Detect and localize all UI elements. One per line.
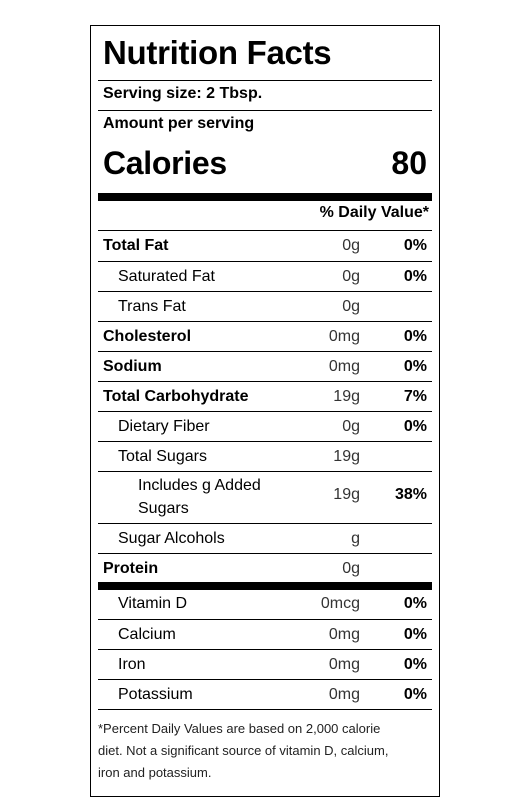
nutrient-amount: 0mg [328, 328, 360, 345]
nutrition-facts-label: Nutrition Facts Serving size: 2 Tbsp. Am… [90, 25, 440, 797]
divider [98, 261, 432, 262]
divider [98, 523, 432, 524]
nutrient-name: Cholesterol [103, 328, 192, 345]
daily-value-header: % Daily Value* [319, 204, 429, 221]
nutrient-amount: 0mg [328, 358, 360, 375]
nutrient-row-dietary-fiber: Dietary Fiber 0g 0% [98, 412, 432, 442]
nutrient-dv: 38% [394, 486, 427, 503]
nutrient-row-saturated-fat: Saturated Fat 0g 0% [98, 262, 432, 292]
divider [98, 381, 432, 382]
nutrient-dv: 0% [403, 237, 427, 254]
vitamin-dv: 0% [403, 686, 427, 703]
vitamin-name: Calcium [118, 626, 176, 643]
nutrient-name: Total Fat [103, 237, 169, 254]
divider [98, 679, 432, 680]
nutrient-row-sodium: Sodium 0mg 0% [98, 352, 432, 382]
divider [98, 321, 432, 322]
vitamin-dv: 0% [403, 656, 427, 673]
nutrient-amount: 19g [333, 486, 360, 503]
nutrient-row-total-sugars: Total Sugars 19g [98, 442, 432, 472]
vitamin-amount: 0mg [328, 656, 360, 673]
nutrient-name: Saturated Fat [118, 268, 215, 285]
thick-divider [98, 582, 432, 590]
vitamin-name: Iron [118, 656, 146, 673]
nutrient-amount: 19g [333, 388, 360, 405]
thick-divider [98, 193, 432, 201]
nutrient-amount: 0g [342, 298, 360, 315]
nutrient-row-cholesterol: Cholesterol 0mg 0% [98, 322, 432, 352]
vitamin-name: Vitamin D [118, 595, 188, 612]
nutrient-row-protein: Protein 0g [98, 554, 432, 584]
vitamin-row-calcium: Calcium 0mg 0% [98, 620, 432, 650]
serving-size: Serving size: 2 Tbsp. [103, 85, 263, 102]
nutrient-amount: 0g [342, 268, 360, 285]
nutrient-dv: 0% [403, 418, 427, 435]
nutrient-amount: 0g [342, 560, 360, 577]
divider [98, 351, 432, 352]
nutrient-amount: g [351, 530, 360, 547]
divider [98, 110, 432, 111]
calories-value: 80 [391, 145, 427, 181]
divider [98, 553, 432, 554]
nutrient-dv: 0% [403, 328, 427, 345]
nutrient-amount: 0g [342, 418, 360, 435]
nutrient-name: Includes g Added Sugars [138, 477, 261, 517]
calories-label: Calories [103, 145, 227, 181]
divider [98, 649, 432, 650]
vitamin-amount: 0mg [328, 686, 360, 703]
divider [98, 291, 432, 292]
nutrient-row-total-fat: Total Fat 0g 0% [98, 231, 432, 261]
nutrient-dv: 7% [403, 388, 427, 405]
vitamin-row-vitamin-d: Vitamin D 0mcg 0% [98, 589, 432, 619]
divider [98, 471, 432, 472]
footnote: *Percent Daily Values are based on 2,000… [98, 721, 389, 780]
divider [98, 441, 432, 442]
nutrient-row-sugar-alcohols: Sugar Alcohols g [98, 524, 432, 554]
vitamin-amount: 0mcg [320, 595, 360, 612]
divider [98, 619, 432, 620]
label-title: Nutrition Facts [103, 34, 332, 71]
vitamin-name: Potassium [118, 686, 193, 703]
vitamin-row-iron: Iron 0mg 0% [98, 650, 432, 680]
vitamin-row-potassium: Potassium 0mg 0% [98, 680, 432, 710]
nutrient-name: Sodium [103, 358, 162, 375]
nutrient-dv: 0% [403, 358, 427, 375]
vitamin-dv: 0% [403, 595, 427, 612]
nutrient-row-total-carbohydrate: Total Carbohydrate 19g 7% [98, 382, 432, 412]
vitamin-dv: 0% [403, 626, 427, 643]
nutrient-dv: 0% [403, 268, 427, 285]
vitamin-amount: 0mg [328, 626, 360, 643]
nutrient-amount: 19g [333, 448, 360, 465]
divider [98, 230, 432, 231]
nutrient-name: Total Sugars [118, 448, 207, 465]
amount-per-serving: Amount per serving [103, 115, 255, 132]
divider [98, 411, 432, 412]
divider [98, 709, 432, 710]
nutrient-name: Dietary Fiber [118, 418, 210, 435]
nutrient-amount: 0g [342, 237, 360, 254]
nutrient-name: Sugar Alcohols [118, 530, 225, 547]
nutrient-name: Protein [103, 560, 159, 577]
nutrient-name: Trans Fat [118, 298, 186, 315]
nutrient-row-trans-fat: Trans Fat 0g [98, 292, 432, 322]
nutrient-name: Total Carbohydrate [103, 388, 249, 405]
divider [98, 80, 432, 81]
nutrient-row-added-sugars: Includes g Added Sugars 19g 38% [98, 472, 432, 524]
